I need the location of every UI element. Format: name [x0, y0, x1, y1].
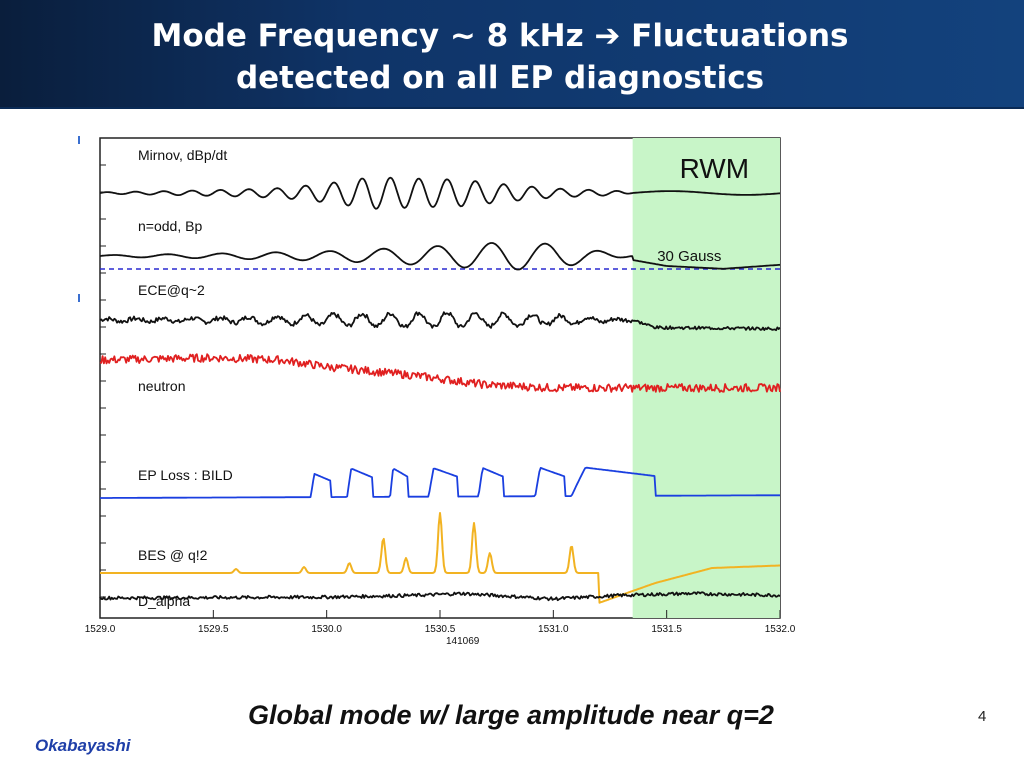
series-label: neutron — [138, 378, 185, 394]
x-tick-label: 1530.0 — [311, 624, 342, 635]
series-label: BES @ q!2 — [138, 547, 208, 563]
series-line-4 — [99, 353, 781, 393]
series-line-6 — [100, 512, 780, 604]
diagnostics-chart: RWM 30 Gauss Mirnov, dBp/dt n=odd, Bp ECE@q~… — [85, 137, 796, 647]
title-banner: Mode Frequency ~ 8 kHz ➔ Fluctuations de… — [0, 0, 1024, 109]
series-label: EP Loss : BILD — [138, 467, 233, 483]
x-tick-label: 1530.5 — [425, 624, 456, 635]
slide-title-line2: detected on all EP diagnostics — [235, 60, 765, 96]
series-line-7 — [99, 591, 781, 602]
x-tick-label: 1531.5 — [651, 624, 682, 635]
series-label: n=odd, Bp — [138, 218, 202, 234]
reference-line-label: 30 Gauss — [657, 248, 721, 265]
rwm-label: RWM — [680, 153, 749, 184]
author-name: Okabayashi — [35, 736, 131, 755]
bullet-marker — [78, 136, 80, 144]
bullet-marker — [78, 294, 80, 302]
series-line-1 — [99, 176, 781, 210]
series-line-3 — [99, 311, 781, 332]
series-line-5 — [100, 466, 780, 499]
page-number: 4 — [978, 708, 987, 725]
x-axis-label: 141069 — [446, 636, 480, 647]
series-line-2 — [99, 242, 781, 271]
caption: Global mode w/ large amplitude near q=2 — [248, 700, 774, 730]
x-tick-label: 1531.0 — [538, 624, 569, 635]
rwm-highlight-band — [632, 138, 780, 618]
x-tick-label: 1529.5 — [198, 624, 229, 635]
series-label: D_alpha — [138, 593, 190, 609]
slide-title-line1: Mode Frequency ~ 8 kHz ➔ Fluctuations — [151, 18, 849, 54]
series-label: ECE@q~2 — [138, 282, 205, 298]
x-tick-label: 1532.0 — [765, 624, 796, 635]
series-label: Mirnov, dBp/dt — [138, 147, 227, 163]
x-tick-label: 1529.0 — [85, 624, 116, 635]
